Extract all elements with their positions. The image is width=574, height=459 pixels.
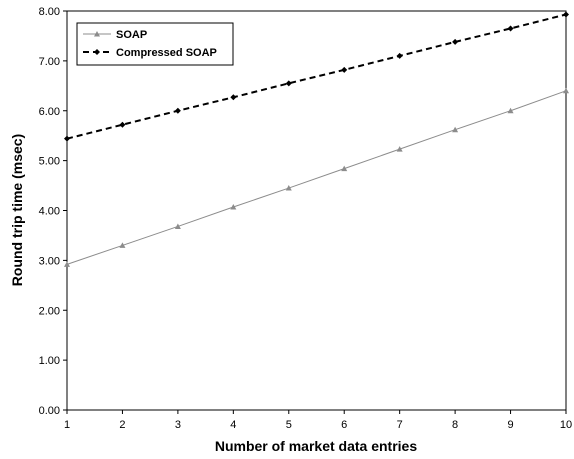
y-axis-title: Round trip time (msec) [9, 134, 25, 286]
y-tick-label: 0.00 [39, 405, 60, 417]
data-point [563, 87, 569, 94]
y-tick-label: 2.00 [39, 305, 60, 317]
y-tick-label: 4.00 [39, 206, 60, 218]
x-axis-title: Number of market data entries [215, 438, 417, 454]
x-tick-label: 1 [64, 419, 70, 431]
data-point [563, 11, 569, 18]
legend: SOAP Compressed SOAP [76, 22, 234, 66]
x-tick-label: 6 [341, 419, 347, 431]
y-tick-label: 1.00 [39, 355, 60, 367]
legend-label: SOAP [116, 29, 147, 41]
plot-frame [66, 10, 567, 411]
x-tick-label: 5 [286, 419, 292, 431]
x-tick-label: 2 [119, 419, 125, 431]
legend-marker [94, 49, 100, 55]
data-point [285, 80, 292, 87]
data-point [507, 107, 514, 114]
data-point [119, 242, 126, 248]
data-point [174, 107, 181, 114]
series-soap [64, 87, 569, 267]
x-tick-label: 9 [507, 419, 513, 431]
x-tick-label: 7 [397, 419, 403, 431]
axes [66, 10, 567, 411]
legend-box [76, 22, 234, 66]
legend-marker [94, 31, 100, 37]
data-point [230, 94, 237, 101]
x-tick-label: 3 [175, 419, 181, 431]
x-tick-label: 10 [560, 419, 572, 431]
series-layer [64, 11, 569, 267]
data-point [396, 52, 403, 59]
y-tick-label: 6.00 [39, 106, 60, 118]
data-point [174, 223, 181, 229]
data-point [396, 146, 403, 152]
data-point [230, 204, 237, 210]
x-tick-label: 8 [452, 419, 458, 431]
data-point [452, 126, 459, 133]
y-tick-label: 7.00 [39, 56, 60, 68]
data-point [341, 165, 348, 172]
x-tick-label: 4 [230, 419, 236, 431]
series-line [66, 13, 567, 140]
data-point [341, 66, 348, 73]
y-tick-label: 5.00 [39, 156, 60, 168]
x-axis-ticks: 1 2 3 4 5 6 7 8 9 10 [64, 410, 572, 431]
y-tick-label: 8.00 [39, 6, 60, 18]
y-tick-label: 3.00 [39, 255, 60, 267]
series-line [66, 90, 567, 265]
data-point [119, 121, 126, 128]
data-point [64, 261, 70, 267]
data-point [507, 25, 514, 32]
y-axis-ticks: 0.00 1.00 2.00 3.00 4.00 5.00 6.00 7.00 8.00 [39, 6, 67, 417]
legend-label: Compressed SOAP [116, 47, 217, 59]
data-point [452, 38, 459, 45]
data-point [285, 185, 292, 191]
data-point [64, 135, 70, 142]
series-compressed-soap [64, 11, 569, 142]
